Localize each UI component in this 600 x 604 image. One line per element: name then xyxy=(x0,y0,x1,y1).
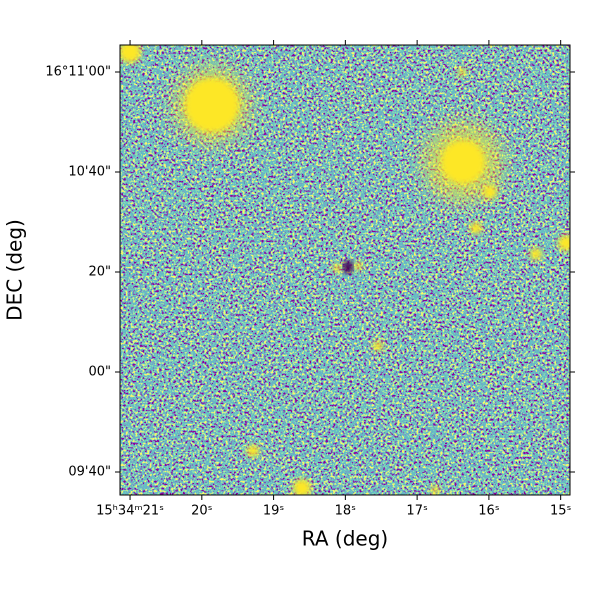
x-tick-label: 20ˢ xyxy=(191,504,213,519)
x-axis-label: RA (deg) xyxy=(302,527,388,551)
x-tick-label: 15ˢ xyxy=(550,504,572,519)
y-tick-label: 10'40" xyxy=(68,165,111,180)
x-tick-label: 19ˢ xyxy=(263,504,285,519)
x-tick-label: 17ˢ xyxy=(406,504,428,519)
y-tick-label: 09'40" xyxy=(68,465,111,480)
y-tick-label: 20" xyxy=(88,265,111,280)
x-tick-label: 16ˢ xyxy=(478,504,500,519)
y-axis-label: DEC (deg) xyxy=(3,219,27,321)
x-tick-label: 15ʰ34ᵐ21ˢ xyxy=(96,504,164,519)
image xyxy=(120,45,570,495)
y-tick-label: 00" xyxy=(88,365,111,380)
x-tick-label: 18ˢ xyxy=(335,504,357,519)
y-tick-label: 16°11'00" xyxy=(45,65,111,80)
